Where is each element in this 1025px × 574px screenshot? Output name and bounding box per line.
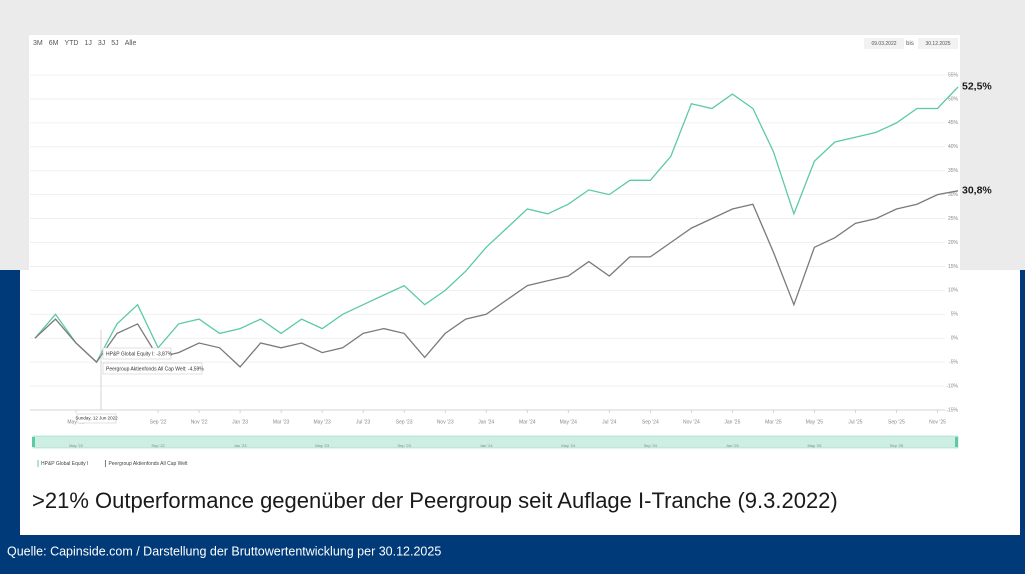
x-tick-label: Jul '25 [848, 419, 863, 425]
y-tick-label: -5% [949, 359, 958, 365]
x-tick-label: Jan '23 [232, 419, 248, 425]
x-tick-label: Mar '25 [765, 419, 782, 425]
tooltip-date: Sunday, 12 Jun 2022 [75, 416, 118, 421]
navigator-label: May '24 [561, 443, 576, 448]
tooltip-item: Peergroup Aktienfonds All Cap Welt: -4,5… [106, 366, 204, 372]
y-tick-label: 10% [948, 288, 959, 294]
tooltip-box [102, 362, 203, 375]
range-button[interactable]: 5J [111, 40, 118, 47]
x-tick-label: May '22 [67, 419, 85, 425]
navigator-label: May '22 [69, 443, 84, 448]
x-tick-label: May '25 [806, 419, 824, 425]
x-tick-label: May '23 [313, 419, 331, 425]
x-tick-label: Sep '25 [888, 419, 905, 425]
x-tick-label: Sep '24 [642, 419, 659, 425]
chart: 3M 6M YTD 1J 3J 5J Alle 09.03.2022 bis 30.12.2025… [30, 38, 992, 467]
navigator-label: Jan '25 [726, 443, 740, 448]
navigator-label: Jan '23 [234, 443, 248, 448]
navigator-label: Jan '24 [480, 443, 494, 448]
x-tick-label: Jul '23 [356, 419, 371, 425]
navigator-label: Sep '25 [890, 443, 904, 448]
x-tick-label: Jan '24 [478, 419, 494, 425]
x-tick-label: Jul '24 [602, 419, 617, 425]
navigator-label: May '25 [807, 443, 822, 448]
x-tick-label: Nov '24 [683, 419, 700, 425]
end-value-label: 30,8% [962, 185, 992, 197]
x-tick-label: Sep '23 [396, 419, 413, 425]
x-tick-label: Sep '22 [150, 419, 167, 425]
y-tick-label: -10% [946, 383, 958, 389]
y-tick-label: 35% [948, 168, 959, 174]
date-input[interactable] [918, 38, 958, 49]
footer: Quelle: Capinside.com / Darstellung der … [7, 544, 441, 558]
date-separator: bis [906, 41, 914, 47]
navigator-label: Sep '24 [644, 443, 658, 448]
navigator-handle[interactable] [32, 437, 35, 447]
range-button[interactable]: 6M [49, 40, 59, 47]
tooltip-box [102, 347, 172, 360]
navigator-label: Sep '22 [151, 443, 165, 448]
x-tick-label: Nov '25 [929, 419, 946, 425]
legend-label[interactable]: HP&P Global Equity I [41, 461, 88, 467]
headline: >21% Outperformance gegenüber der Peergr… [32, 488, 838, 513]
navigator-handle[interactable] [955, 437, 958, 447]
tooltip-item: HP&P Global Equity I: -3,87% [106, 351, 173, 357]
navigator-label: May '23 [315, 443, 330, 448]
y-tick-label: 20% [948, 240, 959, 246]
y-tick-label: 55% [948, 72, 959, 78]
y-tick-label: -15% [946, 407, 958, 413]
series-line [34, 190, 959, 368]
navigator-label: Sep '23 [397, 443, 411, 448]
y-tick-label: 25% [948, 216, 959, 222]
range-button[interactable]: 3J [98, 40, 105, 47]
range-button[interactable]: 1J [84, 40, 91, 47]
x-tick-label: Nov '23 [437, 419, 454, 425]
x-tick-label: Nov '22 [191, 419, 208, 425]
range-button[interactable]: YTD [64, 40, 78, 47]
date-to: 30.12.2025 [925, 41, 950, 47]
range-button[interactable]: 3M [33, 40, 43, 47]
y-tick-label: 5% [951, 312, 959, 318]
x-tick-label: Mar '23 [273, 419, 290, 425]
x-tick-label: May '24 [560, 419, 578, 425]
legend-label[interactable]: Peergroup Aktienfonds All Cap Welt [108, 461, 188, 467]
tooltip-date-box [76, 413, 117, 424]
chart-card [29, 35, 960, 468]
date-input[interactable] [864, 38, 904, 49]
y-tick-label: 40% [948, 144, 959, 150]
y-tick-label: 50% [948, 96, 959, 102]
x-tick-label: Mar '24 [519, 419, 536, 425]
range-button[interactable]: Alle [125, 40, 137, 47]
y-tick-label: 0% [951, 336, 959, 342]
x-tick-label: Jan '25 [724, 419, 740, 425]
end-value-label: 52,5% [962, 81, 992, 93]
y-tick-label: 30% [948, 192, 959, 198]
y-tick-label: 15% [948, 264, 959, 270]
y-tick-label: 45% [948, 120, 959, 126]
series-line [34, 86, 959, 364]
date-from: 09.03.2022 [871, 41, 896, 47]
